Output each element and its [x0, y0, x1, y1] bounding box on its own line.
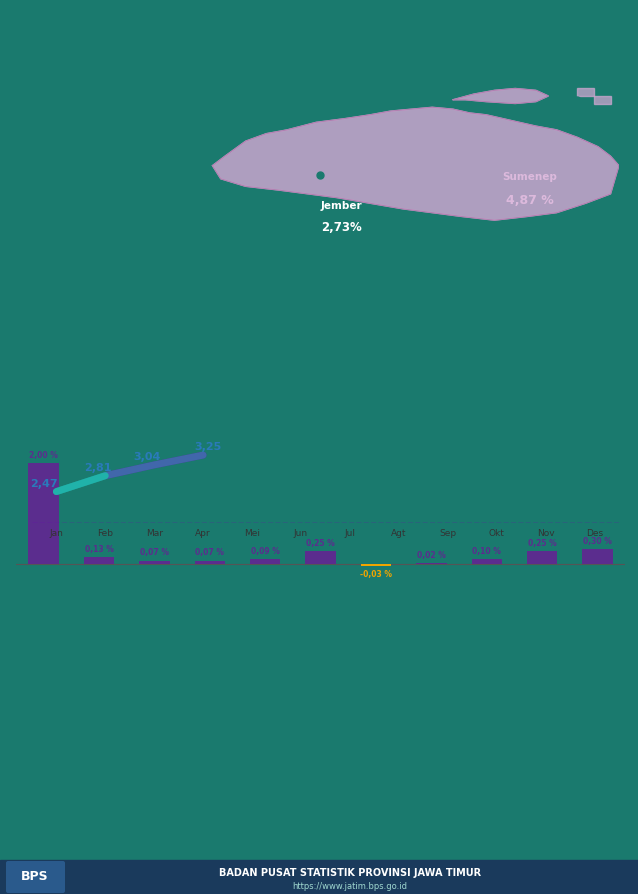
Bar: [587, 33, 594, 40]
Bar: [507, 25, 514, 32]
Text: 💰: 💰: [70, 858, 87, 886]
Bar: [563, 81, 570, 88]
Text: Kesehatan: Kesehatan: [252, 282, 278, 287]
Bar: [523, 113, 530, 120]
Bar: [587, 57, 594, 64]
Bar: [150, 819, 162, 849]
Text: 3,25: 3,25: [195, 443, 221, 452]
Text: 🍽: 🍽: [549, 253, 556, 263]
Text: Year-to-Date (Y-to-D): Year-to-Date (Y-to-D): [232, 165, 318, 174]
Text: 💰: 💰: [15, 848, 40, 890]
Text: 🏠: 🏠: [147, 253, 153, 263]
Bar: [587, 121, 594, 128]
Bar: [523, 105, 530, 112]
Text: 0,30 %: 0,30 %: [583, 537, 612, 546]
Text: Perumahan,
Air, Listrik &
Bahan
Bakar Rumah
Tangga: Perumahan, Air, Listrik & Bahan Bakar Ru…: [133, 282, 167, 310]
Text: Jember: Jember: [320, 201, 362, 211]
Text: Penyediaan
Makanan &
Minuman/
Restoran: Penyediaan Makanan & Minuman/ Restoran: [538, 282, 567, 304]
Bar: [499, 113, 506, 120]
Text: 💊: 💊: [262, 253, 268, 263]
Text: 3,25 %: 3,25 %: [548, 187, 617, 205]
Bar: [499, 97, 506, 104]
Text: INFLASI: INFLASI: [25, 187, 104, 205]
Text: Year-on-Year (Y-on-Y): Year-on-Year (Y-on-Y): [439, 165, 524, 174]
Text: Sumenep: Sumenep: [502, 172, 557, 181]
Text: Month-to-Month (M-to-M): Month-to-Month (M-to-M): [25, 165, 130, 174]
Ellipse shape: [68, 236, 117, 280]
Bar: [539, 73, 546, 80]
Bar: [547, 81, 554, 88]
Ellipse shape: [182, 236, 232, 280]
Bar: [595, 41, 602, 48]
Bar: [603, 17, 610, 24]
Text: 0,07 %: 0,07 %: [140, 549, 169, 558]
Ellipse shape: [10, 236, 60, 280]
Bar: [523, 41, 530, 48]
Text: 📱: 📱: [377, 253, 383, 263]
Text: https://www.jatim.bps.go.id: https://www.jatim.bps.go.id: [292, 882, 408, 891]
Bar: [603, 89, 610, 96]
Bar: [515, 41, 522, 48]
Text: 0,25 %: 0,25 %: [306, 539, 335, 548]
Text: 2,81: 2,81: [84, 463, 112, 473]
Text: 0,36 %: 0,36 %: [134, 187, 203, 205]
Bar: [563, 97, 570, 104]
Bar: [515, 97, 522, 104]
Text: Tingkat Inflasi Year-on-Year (Y-on-Y) Provinsi Jawa Timur (2022=100), Januari - : Tingkat Inflasi Year-on-Year (Y-on-Y) Pr…: [92, 456, 546, 465]
Ellipse shape: [355, 236, 405, 280]
Bar: [579, 113, 586, 120]
Bar: [555, 57, 562, 64]
Bar: [0, 860, 638, 894]
Bar: [603, 33, 610, 40]
Text: 🍚: 🍚: [32, 253, 38, 263]
Bar: [515, 49, 522, 56]
Bar: [195, 799, 207, 849]
Text: Berita Resmi Statistik No.19/05/35/Th.XXII , 2 Mei 2024: Berita Resmi Statistik No.19/05/35/Th.XX…: [18, 143, 306, 153]
Bar: [603, 25, 610, 32]
Bar: [587, 89, 594, 96]
Bar: [515, 25, 522, 32]
Text: Pada April 2024 terjadi
inflasi year-on-year
(y-on-y) Provinsi Jawa
Timur sebesa: Pada April 2024 terjadi inflasi year-on-…: [15, 655, 137, 789]
Bar: [579, 49, 586, 56]
Bar: [555, 25, 562, 32]
Text: 2,00 %: 2,00 %: [29, 451, 58, 460]
Bar: [587, 25, 594, 32]
Text: 0,25 %: 0,25 %: [528, 539, 556, 548]
Bar: [507, 89, 514, 96]
Text: Rekreasi,
Olahraga
& Budaya: Rekreasi, Olahraga & Budaya: [426, 282, 449, 299]
Text: 📈: 📈: [110, 835, 131, 869]
Bar: [555, 41, 562, 48]
Bar: [527, 552, 558, 564]
Bar: [587, 73, 594, 80]
Bar: [563, 113, 570, 120]
Bar: [515, 81, 522, 88]
Bar: [496, 14, 622, 132]
Text: Perlengkapan,
Peralatan &
Pemeliharaan
Rutin
Rumah Tangga: Perlengkapan, Peralatan & Pemeliharaan R…: [189, 282, 226, 310]
Bar: [587, 105, 594, 112]
Bar: [499, 81, 506, 88]
Bar: [499, 49, 506, 56]
Bar: [523, 121, 530, 128]
Bar: [515, 17, 522, 24]
Bar: [507, 17, 514, 24]
Bar: [563, 65, 570, 72]
Bar: [603, 73, 610, 80]
Text: -0,03 %: -0,03 %: [360, 569, 392, 578]
Text: PERKEMBANGAN: PERKEMBANGAN: [18, 18, 334, 51]
Text: Pendidikan: Pendidikan: [482, 282, 508, 287]
Bar: [499, 33, 506, 40]
Text: Pakaian &
Alas Kaki: Pakaian & Alas Kaki: [80, 282, 105, 293]
Bar: [531, 113, 538, 120]
Text: 0,13 %: 0,13 %: [85, 545, 114, 554]
Bar: [499, 41, 506, 48]
Bar: [507, 97, 514, 104]
Bar: [499, 25, 506, 32]
Bar: [499, 121, 506, 128]
Text: 0,09 %: 0,09 %: [251, 547, 279, 556]
Text: 3,04: 3,04: [133, 452, 161, 462]
Bar: [547, 113, 554, 120]
Bar: [139, 561, 170, 564]
Bar: [555, 105, 562, 112]
Polygon shape: [594, 96, 611, 104]
